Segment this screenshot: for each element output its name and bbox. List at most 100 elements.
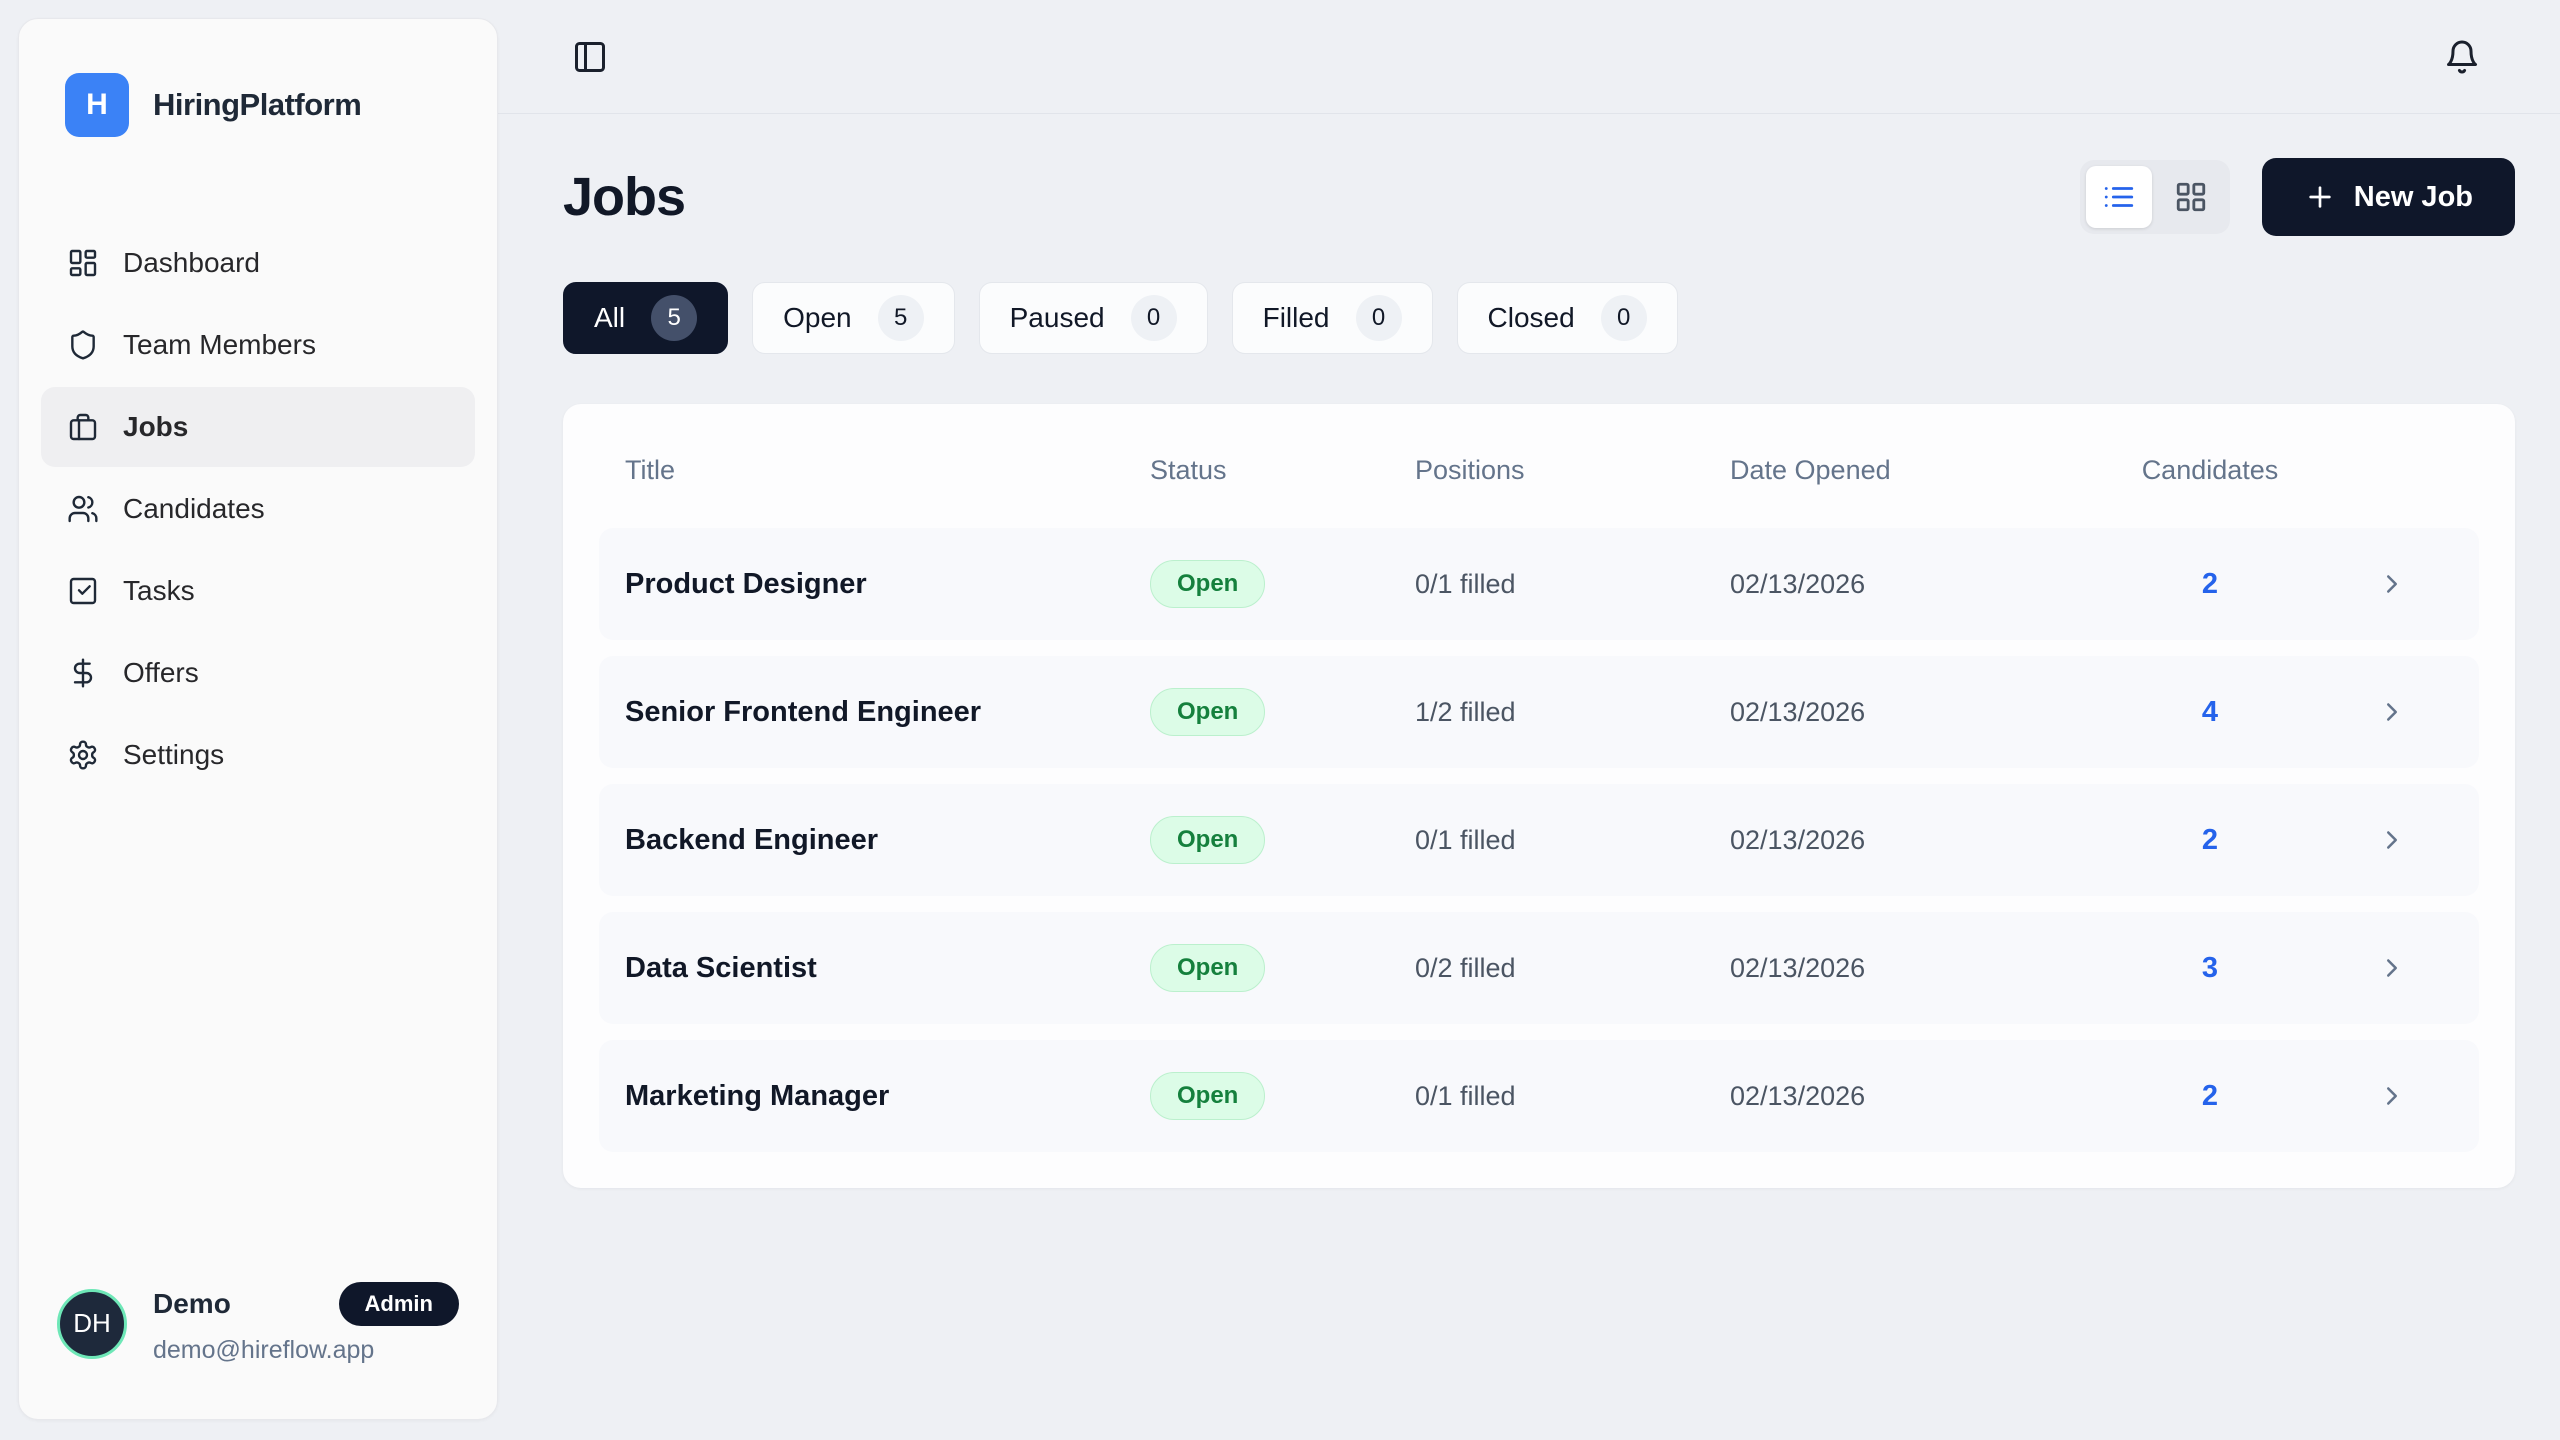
filter-count-badge: 0 [1355, 295, 1402, 341]
job-title: Senior Frontend Engineer [625, 695, 982, 728]
sidebar-item-settings[interactable]: Settings [41, 715, 475, 795]
filter-label: Filled [1262, 302, 1330, 333]
filter-count-badge: 0 [1130, 295, 1177, 341]
date-opened: 02/13/2026 [1730, 696, 1866, 727]
sidebar-item-offers[interactable]: Offers [41, 633, 475, 713]
candidates-count[interactable]: 2 [2201, 823, 2219, 856]
task-check-icon [67, 575, 99, 607]
sidebar-item-label: Offers [123, 657, 199, 688]
bell-icon [2444, 39, 2480, 75]
brand-name: HiringPlatform [153, 87, 362, 122]
filter-count-badge: 0 [1600, 295, 1647, 341]
sidebar-item-label: Tasks [123, 575, 195, 606]
role-badge: Admin [338, 1282, 459, 1326]
panel-left-icon [572, 39, 608, 75]
main-area: Jobs [498, 0, 2560, 1440]
filter-count-badge: 5 [651, 295, 698, 341]
job-row[interactable]: Backend Engineer Open 0/1 filled 02/13/2… [599, 784, 2479, 896]
plus-icon [2304, 181, 2336, 213]
job-title: Backend Engineer [625, 823, 879, 856]
gear-icon [67, 739, 99, 771]
status-filter-tabs: All 5 Open 5 Paused 0 Filled 0 Closed 0 [563, 282, 2515, 354]
briefcase-icon [67, 411, 99, 443]
positions-filled: 0/1 filled [1415, 568, 1516, 599]
date-opened: 02/13/2026 [1730, 824, 1866, 855]
column-header-date-opened: Date Opened [1730, 454, 1891, 485]
status-badge: Open [1150, 816, 1266, 864]
date-opened: 02/13/2026 [1730, 1080, 1866, 1111]
dollar-icon [67, 657, 99, 689]
candidates-count[interactable]: 2 [2201, 1079, 2219, 1112]
sidebar-item-label: Settings [123, 739, 225, 770]
new-job-button[interactable]: New Job [2261, 158, 2515, 236]
chevron-right-icon[interactable] [2377, 825, 2407, 855]
filter-tab-paused[interactable]: Paused 0 [978, 282, 1208, 354]
column-header-status: Status [1150, 454, 1227, 485]
status-badge: Open [1150, 944, 1266, 992]
filter-label: Open [783, 302, 852, 333]
job-title: Marketing Manager [625, 1079, 890, 1112]
candidates-count[interactable]: 2 [2201, 567, 2219, 600]
chevron-right-icon[interactable] [2377, 1081, 2407, 1111]
filter-label: Paused [1009, 302, 1105, 333]
jobs-table-card: Title Status Positions Date Opened Candi… [563, 404, 2515, 1188]
user-name: Demo [153, 1288, 231, 1319]
sidebar-toggle-button[interactable] [568, 35, 612, 79]
user-card[interactable]: DH Demo Admin demo@hireflow.app [19, 1282, 497, 1419]
notifications-button[interactable] [2440, 35, 2484, 79]
job-row[interactable]: Data Scientist Open 0/2 filled 02/13/202… [599, 912, 2479, 1024]
candidates-count[interactable]: 3 [2201, 951, 2219, 984]
filter-tab-open[interactable]: Open 5 [752, 282, 955, 354]
column-header-positions: Positions [1415, 454, 1525, 485]
positions-filled: 0/1 filled [1415, 1080, 1516, 1111]
sidebar-item-team-members[interactable]: Team Members [41, 305, 475, 385]
filter-tab-closed[interactable]: Closed 0 [1456, 282, 1678, 354]
list-view-button[interactable] [2085, 166, 2152, 228]
list-icon [2102, 180, 2136, 214]
sidebar-item-candidates[interactable]: Candidates [41, 469, 475, 549]
filter-count-badge: 5 [877, 295, 924, 341]
positions-filled: 1/2 filled [1415, 696, 1516, 727]
topbar [498, 0, 2560, 114]
sidebar-item-label: Jobs [123, 411, 189, 442]
users-icon [67, 493, 99, 525]
job-title: Data Scientist [625, 951, 817, 984]
sidebar-nav: Dashboard Team Members Jobs Candidates Tasks… [19, 177, 497, 795]
sidebar: H HiringPlatform Dashboard Team Members Jo… [18, 18, 498, 1420]
chevron-right-icon[interactable] [2377, 953, 2407, 983]
avatar: DH [57, 1288, 127, 1359]
column-header-candidates: Candidates [2141, 454, 2279, 485]
sidebar-item-tasks[interactable]: Tasks [41, 551, 475, 631]
job-row[interactable]: Product Designer Open 0/1 filled 02/13/2… [599, 528, 2479, 640]
filter-tab-filled[interactable]: Filled 0 [1231, 282, 1433, 354]
sidebar-item-dashboard[interactable]: Dashboard [41, 223, 475, 303]
brand: H HiringPlatform [19, 19, 497, 177]
grid-view-button[interactable] [2158, 166, 2224, 228]
date-opened: 02/13/2026 [1730, 568, 1866, 599]
sidebar-item-label: Candidates [123, 493, 265, 524]
new-job-label: New Job [2353, 180, 2473, 213]
chevron-right-icon[interactable] [2377, 697, 2407, 727]
filter-label: Closed [1487, 302, 1575, 333]
grid-icon [2174, 180, 2208, 214]
job-row[interactable]: Senior Frontend Engineer Open 1/2 filled… [599, 656, 2479, 768]
page-title: Jobs [563, 167, 686, 227]
filter-tab-all[interactable]: All 5 [563, 282, 729, 354]
filter-label: All [594, 302, 626, 333]
candidates-count[interactable]: 4 [2201, 695, 2219, 728]
job-row[interactable]: Marketing Manager Open 0/1 filled 02/13/… [599, 1040, 2479, 1152]
positions-filled: 0/1 filled [1415, 824, 1516, 855]
dashboard-icon [67, 247, 99, 279]
sidebar-item-label: Team Members [123, 329, 316, 360]
shield-icon [67, 329, 99, 361]
chevron-right-icon[interactable] [2377, 569, 2407, 599]
table-header-row: Title Status Positions Date Opened Candi… [599, 428, 2479, 512]
status-badge: Open [1150, 560, 1266, 608]
column-header-title: Title [625, 454, 676, 485]
positions-filled: 0/2 filled [1415, 952, 1516, 983]
sidebar-item-jobs[interactable]: Jobs [41, 387, 475, 467]
user-email: demo@hireflow.app [153, 1336, 375, 1364]
status-badge: Open [1150, 688, 1266, 736]
view-toggle [2079, 160, 2230, 234]
job-title: Product Designer [625, 567, 867, 600]
